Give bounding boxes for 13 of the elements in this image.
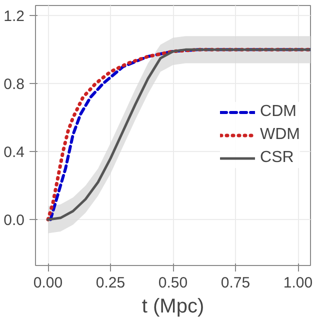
legend-label: CDM (260, 103, 296, 121)
legend-label: WDM (260, 126, 300, 144)
x-tick-label: 0.50 (158, 274, 188, 292)
x-tick-label: 1.00 (283, 274, 313, 292)
x-tick-label: 0.75 (220, 274, 250, 292)
y-tick-label: 0.8 (4, 76, 25, 94)
x-axis-title: t (Mpc) (142, 296, 204, 318)
y-tick-label: 0.0 (4, 212, 25, 230)
x-tick-label: 0.00 (33, 274, 63, 292)
y-tick-label: 0.4 (4, 144, 25, 162)
y-tick-label: 1.2 (4, 8, 25, 26)
legend-label: CSR (260, 149, 294, 167)
x-tick-label: 0.25 (96, 274, 126, 292)
